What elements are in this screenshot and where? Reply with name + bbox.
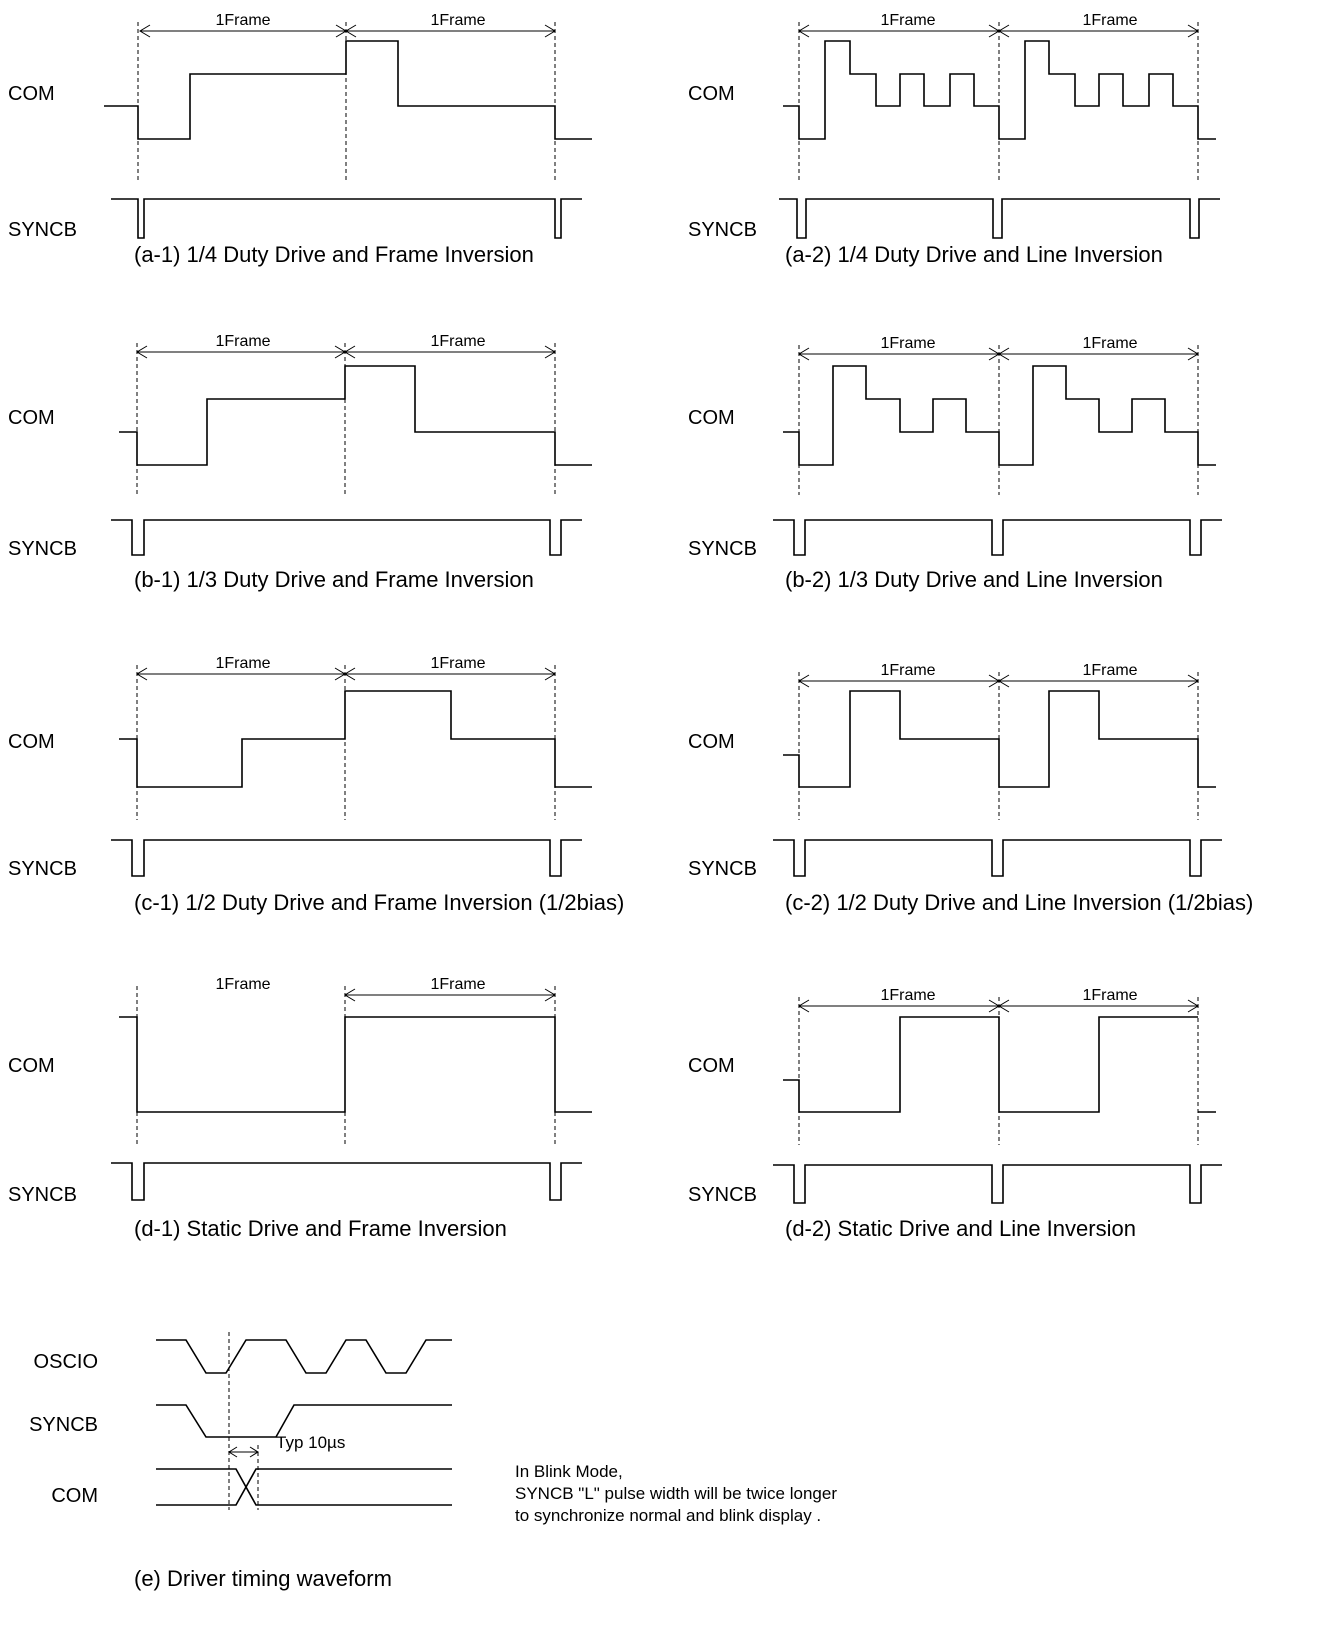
frame-label: 1Frame: [880, 662, 935, 679]
panel-c-2: COM SYNCB 1Frame 1Frame (c-2) 1/2 Duty D…: [688, 662, 1253, 915]
frame-label: 1Frame: [430, 655, 485, 672]
panel-d-2: COM SYNCB 1Frame 1Frame (d-2) Static Dri…: [688, 987, 1222, 1241]
syncb-waveform: [773, 1164, 1222, 1204]
frame-dimension-arrows: [136, 667, 556, 681]
frame-label: 1Frame: [1082, 335, 1137, 352]
com-waveform: [119, 1016, 592, 1113]
panel-b-2: COM SYNCB 1Frame 1Frame (b-2) 1/3 Duty D…: [688, 335, 1222, 592]
com-waveform: [783, 365, 1216, 466]
com-waveform-lower: [156, 1468, 452, 1506]
syncb-waveform: [779, 198, 1220, 239]
panel-caption: (d-1) Static Drive and Frame Inversion: [134, 1216, 507, 1241]
note-line-1: In Blink Mode,: [515, 1462, 623, 1481]
oscio-waveform: [156, 1339, 452, 1374]
com-waveform-upper: [156, 1468, 452, 1506]
syncb-label: SYNCB: [688, 1184, 757, 1206]
frame-label: 1Frame: [215, 655, 270, 672]
com-label: COM: [688, 83, 735, 105]
panel-a-1: COM SYNCB 1Frame 1Frame (a-1) 1/4 Duty D…: [8, 12, 592, 267]
frame-dimension-arrows: [136, 345, 556, 359]
com-label: COM: [8, 1055, 55, 1077]
panel-b-1: COM SYNCB 1Frame 1Frame (b-1) 1/3 Duty D…: [8, 333, 592, 592]
frame-boundary-lines: [798, 22, 1199, 182]
frame-boundary-lines: [136, 343, 556, 495]
syncb-label: SYNCB: [688, 219, 757, 241]
syncb-waveform: [111, 198, 582, 239]
com-waveform: [119, 365, 592, 466]
syncb-waveform: [773, 839, 1222, 877]
panel-caption: (b-2) 1/3 Duty Drive and Line Inversion: [785, 567, 1163, 592]
com-label: COM: [8, 407, 55, 429]
panel-e-driver-timing: OSCIO SYNCB COM Typ 10µs (e) Driver timi…: [29, 1332, 452, 1591]
com-label: COM: [51, 1485, 98, 1507]
syncb-label: SYNCB: [688, 538, 757, 560]
frame-boundary-lines: [798, 345, 1199, 495]
typ-dimension-arrow: [228, 1446, 259, 1458]
com-waveform: [783, 1016, 1198, 1113]
frame-label: 1Frame: [430, 12, 485, 29]
panel-caption: (a-1) 1/4 Duty Drive and Frame Inversion: [134, 242, 534, 267]
com-label: COM: [8, 731, 55, 753]
frame-label: 1Frame: [880, 335, 935, 352]
syncb-waveform: [111, 519, 582, 556]
syncb-waveform: [156, 1404, 452, 1438]
panel-c-1: COM SYNCB 1Frame 1Frame (c-1) 1/2 Duty D…: [8, 655, 624, 915]
syncb-waveform: [773, 519, 1222, 556]
panel-caption: (c-2) 1/2 Duty Drive and Line Inversion …: [785, 890, 1253, 915]
frame-label: 1Frame: [1082, 662, 1137, 679]
note-line-2: SYNCB "L" pulse width will be twice long…: [515, 1484, 837, 1503]
panel-caption: (a-2) 1/4 Duty Drive and Line Inversion: [785, 242, 1163, 267]
frame-label: 1Frame: [1082, 12, 1137, 29]
syncb-waveform: [111, 1162, 582, 1201]
panel-caption: (e) Driver timing waveform: [134, 1566, 392, 1591]
com-label: COM: [688, 731, 735, 753]
frame-label: 1Frame: [880, 987, 935, 1004]
frame-label: 1Frame: [880, 12, 935, 29]
syncb-label: SYNCB: [688, 858, 757, 880]
frame-label: 1Frame: [430, 333, 485, 350]
panel-caption: (d-2) Static Drive and Line Inversion: [785, 1216, 1136, 1241]
syncb-label: SYNCB: [8, 219, 77, 241]
com-waveform: [783, 40, 1216, 140]
com-waveform: [119, 690, 592, 788]
note-line-3: to synchronize normal and blink display …: [515, 1506, 821, 1525]
frame-boundary-lines: [136, 665, 556, 820]
syncb-label: SYNCB: [29, 1414, 98, 1436]
panel-caption: (b-1) 1/3 Duty Drive and Frame Inversion: [134, 567, 534, 592]
blink-mode-note: In Blink Mode, SYNCB "L" pulse width wil…: [515, 1462, 837, 1525]
frame-label: 1Frame: [215, 333, 270, 350]
com-label: COM: [688, 1055, 735, 1077]
com-label: COM: [688, 407, 735, 429]
panel-d-1: COM SYNCB 1Frame 1Frame (d-1) Static Dri…: [8, 976, 592, 1241]
syncb-waveform: [111, 839, 582, 877]
com-waveform: [104, 40, 592, 140]
com-waveform: [783, 690, 1216, 788]
syncb-label: SYNCB: [8, 858, 77, 880]
frame-label: 1Frame: [430, 976, 485, 993]
panel-a-2: COM SYNCB 1Frame 1Frame (a-2) 1/4 Duty D…: [688, 12, 1220, 267]
frame-label: 1Frame: [1082, 987, 1137, 1004]
syncb-label: SYNCB: [8, 1184, 77, 1206]
com-label: COM: [8, 83, 55, 105]
frame-boundary-lines: [137, 22, 556, 182]
frame-label: 1Frame: [215, 12, 270, 29]
typ-label: Typ 10µs: [276, 1433, 345, 1452]
frame-dimension-arrows: [139, 24, 556, 38]
frame-label: 1Frame: [215, 976, 270, 993]
oscio-label: OSCIO: [34, 1351, 98, 1373]
panel-caption: (c-1) 1/2 Duty Drive and Frame Inversion…: [134, 890, 624, 915]
frame-boundary-lines: [136, 986, 556, 1145]
syncb-label: SYNCB: [8, 538, 77, 560]
